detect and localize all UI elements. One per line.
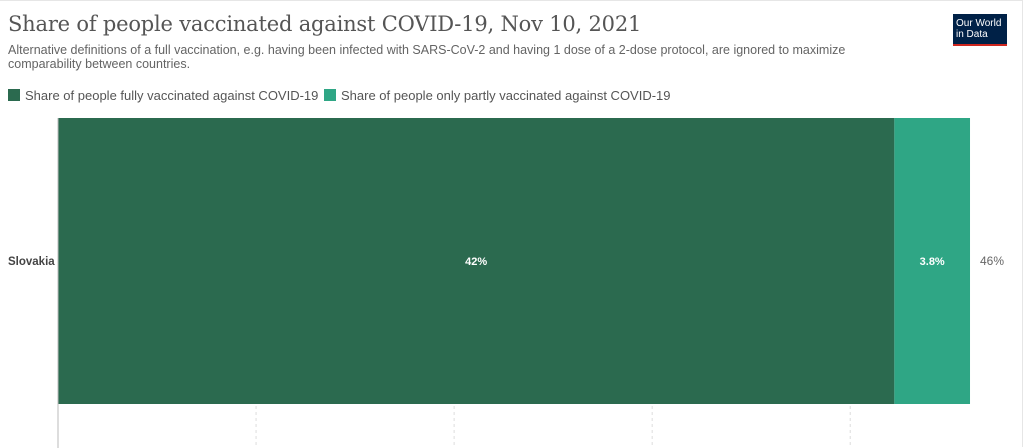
- total-label: 46%: [980, 254, 1004, 268]
- logo-line-2: in Data: [956, 29, 988, 40]
- owid-logo[interactable]: Our World in Data: [953, 14, 1007, 46]
- chart-title: Share of people vaccinated against COVID…: [8, 12, 642, 36]
- chart-subtitle: Alternative definitions of a full vaccin…: [8, 43, 846, 71]
- logo-line-1: Our World: [956, 18, 1002, 29]
- data-label-partly: 3.8%: [920, 256, 945, 268]
- legend-label-fully: Share of people fully vaccinated against…: [25, 88, 319, 103]
- data-label-fully: 42%: [465, 256, 487, 268]
- legend-swatch-fully: [8, 89, 20, 101]
- category-label: Slovakia: [8, 256, 55, 268]
- bar-segment-partly: [894, 118, 971, 404]
- legend-label-partly: Share of people only partly vaccinated a…: [341, 88, 671, 103]
- bar-segment-fully: [58, 118, 895, 404]
- legend-swatch-partly: [324, 89, 336, 101]
- legend-item-partly[interactable]: Share of people only partly vaccinated a…: [324, 88, 671, 103]
- legend-item-fully[interactable]: Share of people fully vaccinated against…: [8, 88, 318, 103]
